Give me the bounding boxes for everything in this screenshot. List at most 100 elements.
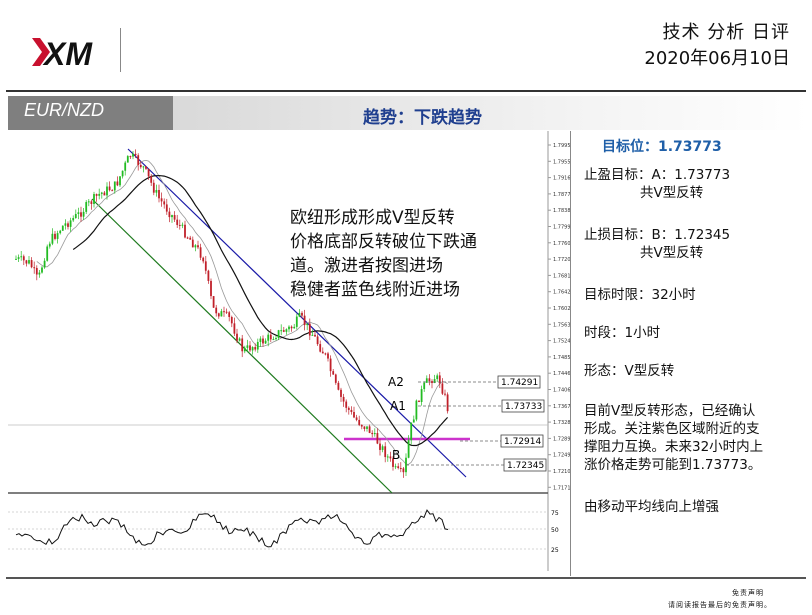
candle-body — [415, 400, 418, 420]
candle-body — [342, 396, 345, 402]
candle-body — [171, 215, 173, 218]
panel-divider — [570, 131, 571, 576]
candle-body — [74, 213, 77, 219]
candle-body — [189, 237, 192, 240]
candle-body — [90, 201, 93, 204]
candle-body — [314, 334, 316, 337]
candle-body — [43, 260, 46, 268]
candle-body — [277, 330, 280, 338]
candle-body — [51, 233, 54, 244]
xm-logo: XM — [30, 32, 120, 72]
candle-body — [80, 212, 82, 217]
candle-body — [103, 192, 106, 196]
candle-body — [366, 426, 368, 429]
candle-body — [202, 257, 205, 262]
candle-body — [139, 164, 142, 168]
candle-body — [98, 193, 101, 196]
candle-body — [77, 212, 80, 214]
candle-body — [386, 456, 389, 458]
candle-body — [397, 466, 400, 469]
price-tick-label: 1.76810 — [553, 273, 570, 279]
candle-body — [225, 311, 228, 313]
candle-body — [243, 347, 246, 352]
pair-box: EUR/NZD — [8, 96, 173, 130]
level-a1-value: 1.73733 — [505, 402, 542, 412]
candle-body — [371, 432, 374, 435]
osc-tick-25: 25 — [551, 547, 559, 554]
candle-body — [228, 312, 231, 317]
oscillator-line — [15, 509, 449, 548]
osc-tick-75: 75 — [551, 510, 559, 517]
candle-body — [295, 316, 298, 327]
candle-body — [288, 326, 290, 330]
candle-body — [446, 394, 449, 412]
candle-body — [181, 224, 184, 226]
candle-body — [67, 223, 69, 227]
take-profit-note: 共V型反转 — [640, 185, 704, 201]
candle-body — [327, 353, 329, 359]
price-tick-label: 1.78380 — [553, 208, 570, 214]
candle-body — [418, 400, 420, 402]
candle-body — [334, 374, 337, 383]
price-tick-label: 1.74850 — [553, 355, 570, 361]
price-tick-label: 1.75240 — [553, 339, 570, 345]
price-tick-label: 1.79550 — [553, 159, 570, 165]
candle-body — [368, 426, 371, 433]
price-tick-label: 1.72490 — [553, 453, 570, 459]
candle-body — [168, 211, 171, 218]
candle-body — [428, 378, 431, 382]
candle-body — [223, 311, 225, 313]
candle-body — [379, 443, 381, 450]
target-title: 目标位：1.73773 — [602, 139, 722, 155]
candle-body — [134, 153, 137, 156]
candle-body — [191, 239, 194, 248]
disclaimer-title: 免责声明 — [732, 589, 764, 597]
candle-body — [410, 422, 413, 441]
candle-body — [329, 358, 332, 372]
slow-ma-line — [72, 174, 449, 447]
candle-body — [259, 338, 262, 342]
candle-body — [264, 340, 267, 344]
level-b-label: B — [392, 448, 400, 462]
period: 时段：1小时 — [584, 325, 661, 341]
candle-body — [165, 204, 168, 212]
candle-body — [350, 409, 353, 412]
candle-body — [267, 334, 270, 341]
candle-body — [246, 345, 249, 348]
price-tick-label: 1.77200 — [553, 257, 570, 263]
candle-body — [126, 156, 129, 163]
disclaimer-text: 请阅读报告最后的免责声明。 — [668, 601, 772, 609]
candle-body — [116, 181, 119, 186]
candle-body — [119, 176, 121, 186]
candle-body — [113, 181, 116, 191]
candle-body — [389, 456, 392, 459]
oscillator-panel: 75 50 25 — [8, 509, 559, 554]
take-profit-label: 止盈目标：A：1.73773 — [584, 167, 731, 183]
candle-body — [363, 426, 366, 429]
annotation-line: 价格底部反转破位下跌通 — [290, 232, 477, 252]
time-window: 目标时限：32小时 — [584, 287, 696, 303]
candle-body — [59, 230, 62, 234]
candle-body — [85, 202, 88, 212]
price-tick-label: 1.74060 — [553, 388, 570, 394]
candle-body — [56, 233, 59, 239]
stop-loss-label: 止损目标：B：1.72345 — [584, 227, 731, 243]
candle-body — [186, 237, 189, 239]
candle-body — [238, 338, 241, 341]
candle-body — [147, 168, 150, 177]
candle-body — [280, 330, 283, 332]
candle-body — [308, 323, 311, 336]
candle-body — [324, 353, 327, 355]
candle-body — [285, 329, 288, 332]
level-a2-value: 1.74291 — [501, 378, 538, 388]
candle-body — [293, 326, 296, 329]
candle-body — [332, 371, 335, 375]
candle-body — [176, 219, 179, 225]
candle-body — [61, 225, 64, 231]
candle-body — [407, 440, 410, 458]
candle-body — [340, 389, 342, 397]
blue-channel-line — [127, 148, 467, 478]
stop-loss-note: 共V型反转 — [640, 245, 704, 261]
svg-text:XM: XM — [42, 36, 93, 72]
candle-body — [137, 155, 140, 165]
